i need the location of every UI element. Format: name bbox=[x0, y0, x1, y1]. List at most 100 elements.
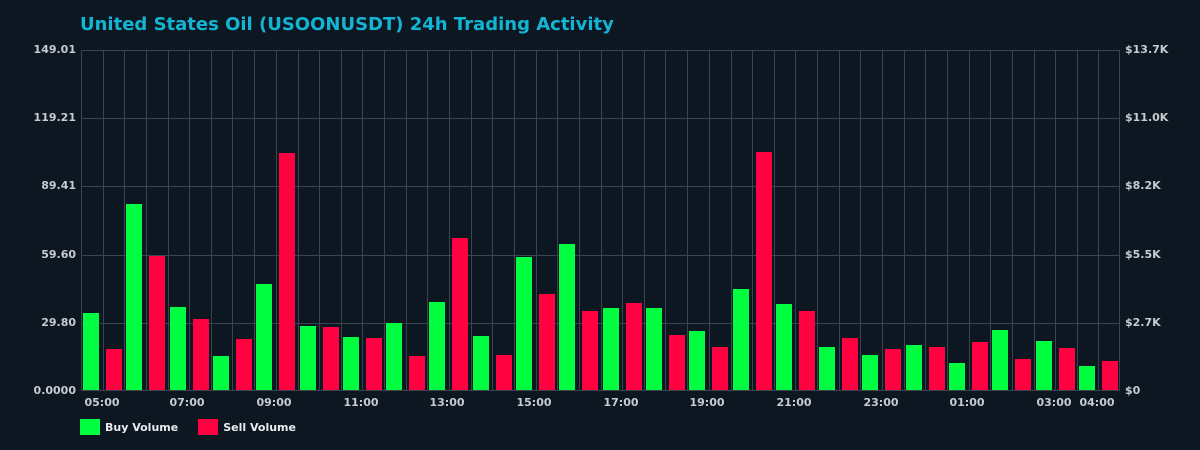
grid-line bbox=[82, 322, 1119, 324]
y-tick-label-right: $2.7K bbox=[1125, 315, 1161, 329]
legend-label: Buy Volume bbox=[105, 420, 179, 434]
buy-bar[interactable] bbox=[732, 289, 749, 390]
chart-title: United States Oil (USOONUSDT) 24h Tradin… bbox=[80, 14, 614, 35]
sell-bar[interactable] bbox=[755, 152, 772, 390]
buy-bar[interactable] bbox=[212, 355, 229, 390]
buy-bar[interactable] bbox=[949, 363, 965, 390]
sell-bar[interactable] bbox=[409, 355, 426, 390]
grid-line bbox=[752, 51, 753, 390]
sell-bar[interactable] bbox=[798, 311, 815, 390]
sell-bar[interactable] bbox=[106, 349, 122, 390]
buy-bar[interactable] bbox=[775, 303, 792, 390]
buy-bar[interactable] bbox=[862, 355, 879, 390]
buy-bar[interactable] bbox=[299, 325, 316, 390]
sell-bar[interactable] bbox=[365, 338, 382, 390]
sell-bar[interactable] bbox=[1015, 359, 1032, 390]
grid-line bbox=[1055, 51, 1057, 390]
sell-bar[interactable] bbox=[235, 338, 252, 390]
grid-line bbox=[448, 51, 450, 390]
grid-line bbox=[514, 51, 515, 390]
sell-bar[interactable] bbox=[625, 303, 642, 390]
buy-bar[interactable] bbox=[559, 244, 576, 390]
grid-line bbox=[297, 51, 299, 390]
y-tick-label-right: $0 bbox=[1125, 384, 1141, 397]
grid-line bbox=[340, 51, 342, 390]
grid-line bbox=[665, 51, 667, 390]
buy-bar[interactable] bbox=[342, 336, 359, 390]
buy-bar[interactable] bbox=[126, 203, 143, 390]
grid-line bbox=[990, 51, 992, 390]
grid-line bbox=[860, 51, 862, 390]
x-tick-label: 04:00 bbox=[1079, 396, 1115, 409]
grid-line bbox=[968, 51, 970, 390]
sell-bar[interactable] bbox=[928, 346, 945, 390]
y-tick-label: 0.0000 bbox=[33, 384, 76, 397]
grid-line bbox=[687, 51, 689, 390]
buy-bar[interactable] bbox=[905, 344, 922, 390]
grid-line bbox=[838, 51, 840, 390]
grid-line bbox=[903, 51, 905, 390]
x-tick-label: 11:00 bbox=[343, 396, 379, 409]
y-tick-label: 29.80 bbox=[41, 315, 76, 329]
grid-line bbox=[557, 51, 559, 390]
grid-line bbox=[881, 51, 883, 390]
plot-area bbox=[81, 50, 1120, 391]
sell-bar[interactable] bbox=[668, 335, 685, 390]
buy-bar[interactable] bbox=[602, 308, 619, 390]
sell-bar[interactable] bbox=[1101, 360, 1118, 390]
grid-line bbox=[817, 51, 819, 390]
buy-bar[interactable] bbox=[689, 330, 706, 390]
x-tick-label: 05:00 bbox=[84, 396, 120, 409]
buy-bar[interactable] bbox=[992, 330, 1009, 390]
grid-line bbox=[82, 186, 1119, 188]
grid-line bbox=[578, 51, 580, 390]
sell-bar[interactable] bbox=[495, 355, 512, 390]
sell-bar[interactable] bbox=[1058, 348, 1075, 390]
buy-bar[interactable] bbox=[429, 302, 446, 390]
legend-item-sell[interactable]: Sell Volume bbox=[198, 419, 296, 435]
x-tick-label: 13:00 bbox=[429, 396, 465, 409]
sell-bar[interactable] bbox=[322, 327, 339, 390]
buy-bar[interactable] bbox=[472, 336, 489, 390]
sell-bar[interactable] bbox=[712, 346, 729, 390]
buy-bar[interactable] bbox=[645, 308, 662, 390]
sell-bar[interactable] bbox=[582, 311, 599, 390]
grid-line bbox=[1098, 51, 1100, 390]
buy-bar[interactable] bbox=[1035, 341, 1052, 390]
y-tick-label: 89.41 bbox=[41, 179, 76, 193]
sell-bar[interactable] bbox=[972, 341, 988, 390]
buy-bar[interactable] bbox=[256, 284, 273, 390]
y-tick-label: 119.21 bbox=[33, 111, 76, 125]
buy-bar[interactable] bbox=[83, 313, 99, 390]
sell-swatch-icon bbox=[198, 419, 219, 435]
sell-bar[interactable] bbox=[279, 153, 296, 390]
buy-bar[interactable] bbox=[516, 257, 532, 390]
legend-item-buy[interactable]: Buy Volume bbox=[80, 419, 178, 435]
grid-line bbox=[492, 51, 494, 390]
grid-line bbox=[600, 51, 602, 390]
sell-bar[interactable] bbox=[192, 319, 209, 390]
grid-line bbox=[275, 51, 277, 390]
buy-bar[interactable] bbox=[386, 322, 403, 390]
buy-bar[interactable] bbox=[1078, 365, 1095, 390]
y-tick-label: 59.60 bbox=[41, 247, 76, 261]
sell-bar[interactable] bbox=[539, 294, 555, 390]
buy-bar[interactable] bbox=[819, 346, 836, 390]
y-tick-label-right: $5.5K bbox=[1125, 247, 1161, 261]
x-tick-label: 15:00 bbox=[516, 396, 552, 409]
sell-bar[interactable] bbox=[149, 256, 166, 390]
grid-line bbox=[795, 51, 797, 390]
grid-line bbox=[470, 51, 472, 390]
sell-bar[interactable] bbox=[885, 349, 902, 390]
x-tick-label: 07:00 bbox=[169, 396, 205, 409]
sell-bar[interactable] bbox=[842, 338, 859, 390]
x-tick-label: 17:00 bbox=[603, 396, 639, 409]
buy-bar[interactable] bbox=[169, 306, 186, 390]
grid-line bbox=[167, 51, 169, 390]
legend-label: Sell Volume bbox=[223, 420, 296, 434]
sell-bar[interactable] bbox=[452, 238, 469, 390]
x-tick-label: 19:00 bbox=[689, 396, 725, 409]
grid-line bbox=[145, 51, 147, 390]
buy-swatch-icon bbox=[80, 419, 100, 435]
x-tick-label: 21:00 bbox=[776, 396, 812, 409]
